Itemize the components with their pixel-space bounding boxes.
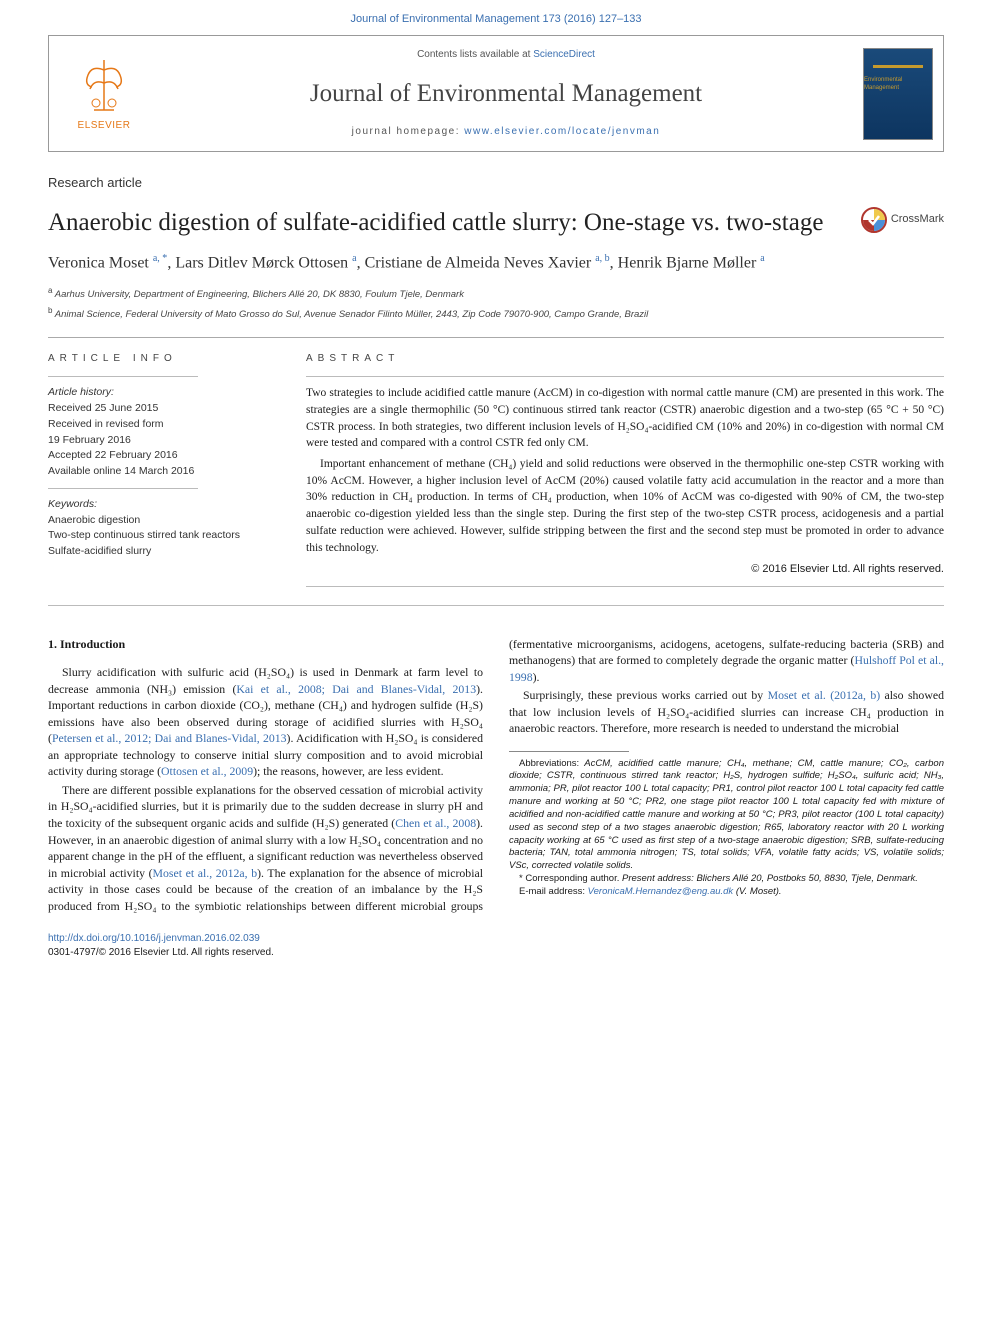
footnote-abbreviations: Abbreviations: AcCM, acidified cattle ma…: [509, 758, 944, 873]
article-content: Research article Anaerobic digestion of …: [0, 174, 992, 960]
citation-link[interactable]: Petersen et al., 2012; Dai and Blanes-Vi…: [52, 731, 287, 745]
header-center: Contents lists available at ScienceDirec…: [159, 36, 853, 151]
info-abstract-row: ARTICLE INFO Article history: Received 2…: [48, 352, 944, 594]
publisher-name: ELSEVIER: [78, 119, 131, 133]
history-line: Accepted 22 February 2016: [48, 448, 278, 464]
article-info-column: ARTICLE INFO Article history: Received 2…: [48, 352, 278, 594]
history-line: Received in revised form: [48, 417, 278, 433]
body-two-column: 1. Introduction Slurry acidification wit…: [48, 636, 944, 915]
history-line: Received 25 June 2015: [48, 401, 278, 417]
crossmark-label: CrossMark: [891, 212, 944, 227]
history-line: Available online 14 March 2016: [48, 464, 278, 480]
footnote-corresponding: * Corresponding author. Present address:…: [509, 873, 944, 886]
keywords: Keywords: Anaerobic digestion Two-step c…: [48, 497, 278, 560]
abstract-p2: Important enhancement of methane (CH₄) y…: [306, 456, 944, 556]
citation-link[interactable]: Chen et al., 2008: [395, 816, 476, 830]
article-history: Article history: Received 25 June 2015 R…: [48, 385, 278, 480]
mini-divider: [306, 376, 944, 377]
email-link[interactable]: VeronicaM.Hernandez@eng.au.dk: [585, 886, 733, 897]
footnote-divider: [509, 751, 629, 752]
journal-cover: Environmental Management: [853, 36, 943, 151]
issn-copyright: 0301-4797/© 2016 Elsevier Ltd. All right…: [48, 946, 944, 960]
article-info-heading: ARTICLE INFO: [48, 352, 278, 366]
abstract-copyright: © 2016 Elsevier Ltd. All rights reserved…: [306, 562, 944, 577]
body-paragraph: Slurry acidification with sulfuric acid …: [48, 664, 483, 780]
history-label: Article history:: [48, 385, 278, 401]
journal-header-box: ELSEVIER Contents lists available at Sci…: [48, 35, 944, 152]
divider: [48, 605, 944, 606]
abstract-heading: ABSTRACT: [306, 352, 944, 366]
citation-link[interactable]: Ottosen et al., 2009: [161, 764, 253, 778]
mini-divider: [48, 488, 198, 489]
title-row: Anaerobic digestion of sulfate-acidified…: [48, 207, 944, 238]
mini-divider: [48, 376, 198, 377]
keywords-label: Keywords:: [48, 497, 278, 513]
abstract-column: ABSTRACT Two strategies to include acidi…: [306, 352, 944, 594]
mini-divider: [306, 586, 944, 587]
article-title: Anaerobic digestion of sulfate-acidified…: [48, 207, 861, 238]
history-line: 19 February 2016: [48, 433, 278, 449]
doi-link[interactable]: http://dx.doi.org/10.1016/j.jenvman.2016…: [48, 933, 260, 944]
keyword: Sulfate-acidified slurry: [48, 544, 278, 560]
journal-reference-header: Journal of Environmental Management 173 …: [0, 0, 992, 35]
citation-link[interactable]: Kai et al., 2008; Dai and Blanes-Vidal, …: [236, 682, 476, 696]
publisher-logo[interactable]: ELSEVIER: [49, 36, 159, 151]
citation-link[interactable]: Moset et al., 2012a, b: [153, 866, 258, 880]
affiliation-a: a Aarhus University, Department of Engin…: [48, 285, 944, 301]
homepage-link[interactable]: www.elsevier.com/locate/jenvman: [464, 126, 660, 137]
contents-prefix: Contents lists available at: [417, 49, 533, 60]
cover-thumbnail: Environmental Management: [863, 48, 933, 140]
journal-name: Journal of Environmental Management: [167, 76, 845, 111]
footnote-email: E-mail address: VeronicaM.Hernandez@eng.…: [509, 886, 944, 899]
homepage-prefix: journal homepage:: [352, 126, 465, 137]
keyword: Anaerobic digestion: [48, 513, 278, 529]
sciencedirect-link[interactable]: ScienceDirect: [533, 49, 595, 60]
journal-reference-link[interactable]: Journal of Environmental Management 173 …: [350, 13, 641, 25]
body-paragraph: Surprisingly, these previous works carri…: [509, 687, 944, 737]
citation-link[interactable]: Moset et al. (2012a, b): [768, 688, 881, 702]
crossmark-icon: [861, 207, 887, 233]
article-footer: http://dx.doi.org/10.1016/j.jenvman.2016…: [48, 932, 944, 960]
crossmark-badge[interactable]: CrossMark: [861, 207, 944, 233]
elsevier-tree-icon: [74, 55, 134, 115]
section-heading: 1. Introduction: [48, 636, 483, 653]
contents-line: Contents lists available at ScienceDirec…: [167, 48, 845, 62]
authors: Veronica Moset a, *, Lars Ditlev Mørck O…: [48, 252, 944, 275]
abstract-text: Two strategies to include acidified catt…: [306, 385, 944, 556]
homepage-line: journal homepage: www.elsevier.com/locat…: [167, 125, 845, 139]
abstract-p1: Two strategies to include acidified catt…: [306, 385, 944, 452]
article-type: Research article: [48, 174, 944, 192]
divider: [48, 337, 944, 338]
keyword: Two-step continuous stirred tank reactor…: [48, 528, 278, 544]
affiliation-b: b Animal Science, Federal University of …: [48, 305, 944, 321]
